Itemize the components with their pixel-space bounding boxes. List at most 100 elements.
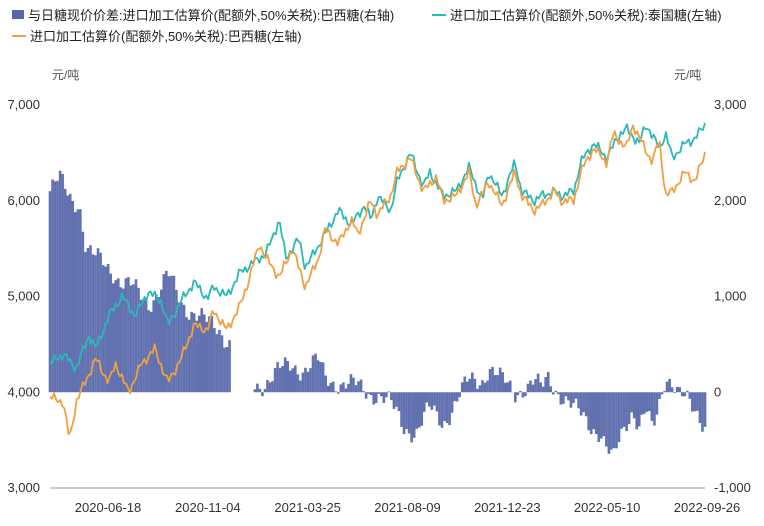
spread-bar xyxy=(159,289,163,393)
spread-bar xyxy=(476,388,479,393)
spread-bar xyxy=(453,392,456,402)
spread-bar xyxy=(86,247,90,393)
spread-bar xyxy=(101,265,105,393)
spread-bar xyxy=(157,297,161,393)
spread-bar xyxy=(445,392,449,423)
spread-bar xyxy=(478,385,482,393)
spread-bar xyxy=(202,314,206,393)
spread-bar xyxy=(696,392,699,411)
spread-bar xyxy=(514,392,517,403)
spread-bar xyxy=(51,179,54,393)
spread-bar xyxy=(701,392,704,432)
spread-bar xyxy=(301,372,305,393)
spread-bar xyxy=(397,392,401,412)
x-tick-label: 2021-08-09 xyxy=(374,500,441,515)
spread-bar xyxy=(197,315,201,393)
spread-bar xyxy=(506,382,510,393)
spread-bar xyxy=(306,371,310,393)
spread-bar xyxy=(554,390,558,393)
spread-bar xyxy=(460,382,464,393)
spread-bar xyxy=(53,181,57,393)
spread-bar xyxy=(374,392,378,403)
spread-bar xyxy=(347,383,350,393)
left-tick-label: 3,000 xyxy=(7,480,40,495)
x-tick-label: 2020-11-04 xyxy=(175,500,241,515)
spread-bar xyxy=(536,373,540,393)
spread-bar xyxy=(294,365,297,393)
spread-bar xyxy=(48,191,52,393)
spread-bar xyxy=(144,299,148,393)
spread-bar xyxy=(473,378,477,393)
spread-bar xyxy=(319,362,322,393)
left-tick-label: 4,000 xyxy=(7,384,40,399)
spread-bar xyxy=(342,382,345,393)
spread-bar xyxy=(291,368,295,393)
spread-bar xyxy=(276,362,279,393)
right-tick-label: -1,000 xyxy=(714,480,751,495)
spread-bar xyxy=(498,367,502,393)
spread-bar xyxy=(364,392,368,399)
spread-bar xyxy=(516,392,520,396)
spread-bar xyxy=(309,368,312,393)
left-axis-unit: 元/吨 xyxy=(52,68,80,82)
spread-bar xyxy=(377,392,381,394)
spread-bar xyxy=(564,392,568,397)
spread-bar xyxy=(562,392,565,404)
spread-bar xyxy=(455,392,459,402)
spread-bar xyxy=(602,392,606,437)
spread-bar xyxy=(175,289,178,393)
spread-bar xyxy=(501,372,504,393)
spread-bar xyxy=(266,379,269,393)
spread-bar xyxy=(491,366,494,393)
spread-bar xyxy=(382,392,386,403)
spread-bar xyxy=(617,392,621,443)
spread-bar xyxy=(643,392,646,414)
spread-bar xyxy=(551,392,555,395)
spread-bar xyxy=(99,252,102,393)
spread-bar xyxy=(648,392,651,412)
spread-bar xyxy=(177,302,181,393)
spread-bar xyxy=(448,392,451,426)
spread-bar xyxy=(637,392,641,427)
spread-bar xyxy=(420,392,424,426)
spread-bar xyxy=(673,392,676,394)
spread-bar xyxy=(481,380,484,393)
legend-bar: 与日糖现价价差:进口加工估算价(配额外,50%关税):巴西糖(右轴) xyxy=(12,5,394,24)
spread-bar xyxy=(225,347,229,393)
spread-bar xyxy=(390,392,393,401)
spread-bar xyxy=(425,392,429,403)
spread-bar xyxy=(612,392,616,449)
spread-bar xyxy=(407,392,411,434)
spread-bar xyxy=(415,392,418,429)
spread-bar xyxy=(256,383,259,393)
spread-bar xyxy=(402,392,406,435)
spread-bar xyxy=(134,279,138,393)
spread-bar xyxy=(531,384,535,393)
spread-bar xyxy=(106,264,110,393)
spread-bar xyxy=(200,308,204,393)
spread-bar xyxy=(519,390,522,393)
spread-bar xyxy=(698,392,702,424)
spread-bar xyxy=(496,375,499,393)
spread-bar xyxy=(331,381,335,393)
left-tick-label: 7,000 xyxy=(7,97,40,112)
right-tick-label: 2,000 xyxy=(714,193,747,208)
spread-bar xyxy=(357,381,360,393)
spread-bar xyxy=(620,392,623,429)
legend-thai: 进口加工估算价(配额外,50%关税):泰国糖(左轴) xyxy=(432,5,722,24)
spread-bar xyxy=(577,392,580,409)
spread-bar xyxy=(703,392,707,427)
spread-bar xyxy=(450,392,454,413)
spread-bar xyxy=(660,392,664,395)
spread-bar xyxy=(129,285,133,393)
spread-bar xyxy=(147,310,150,393)
spread-bar xyxy=(268,382,272,393)
spread-bar xyxy=(185,317,188,393)
spread-bar xyxy=(524,392,527,397)
spread-bar xyxy=(640,392,644,415)
spread-bar xyxy=(122,288,125,393)
spread-bar xyxy=(170,275,173,393)
spread-bar xyxy=(678,387,682,393)
spread-bar xyxy=(534,379,537,393)
